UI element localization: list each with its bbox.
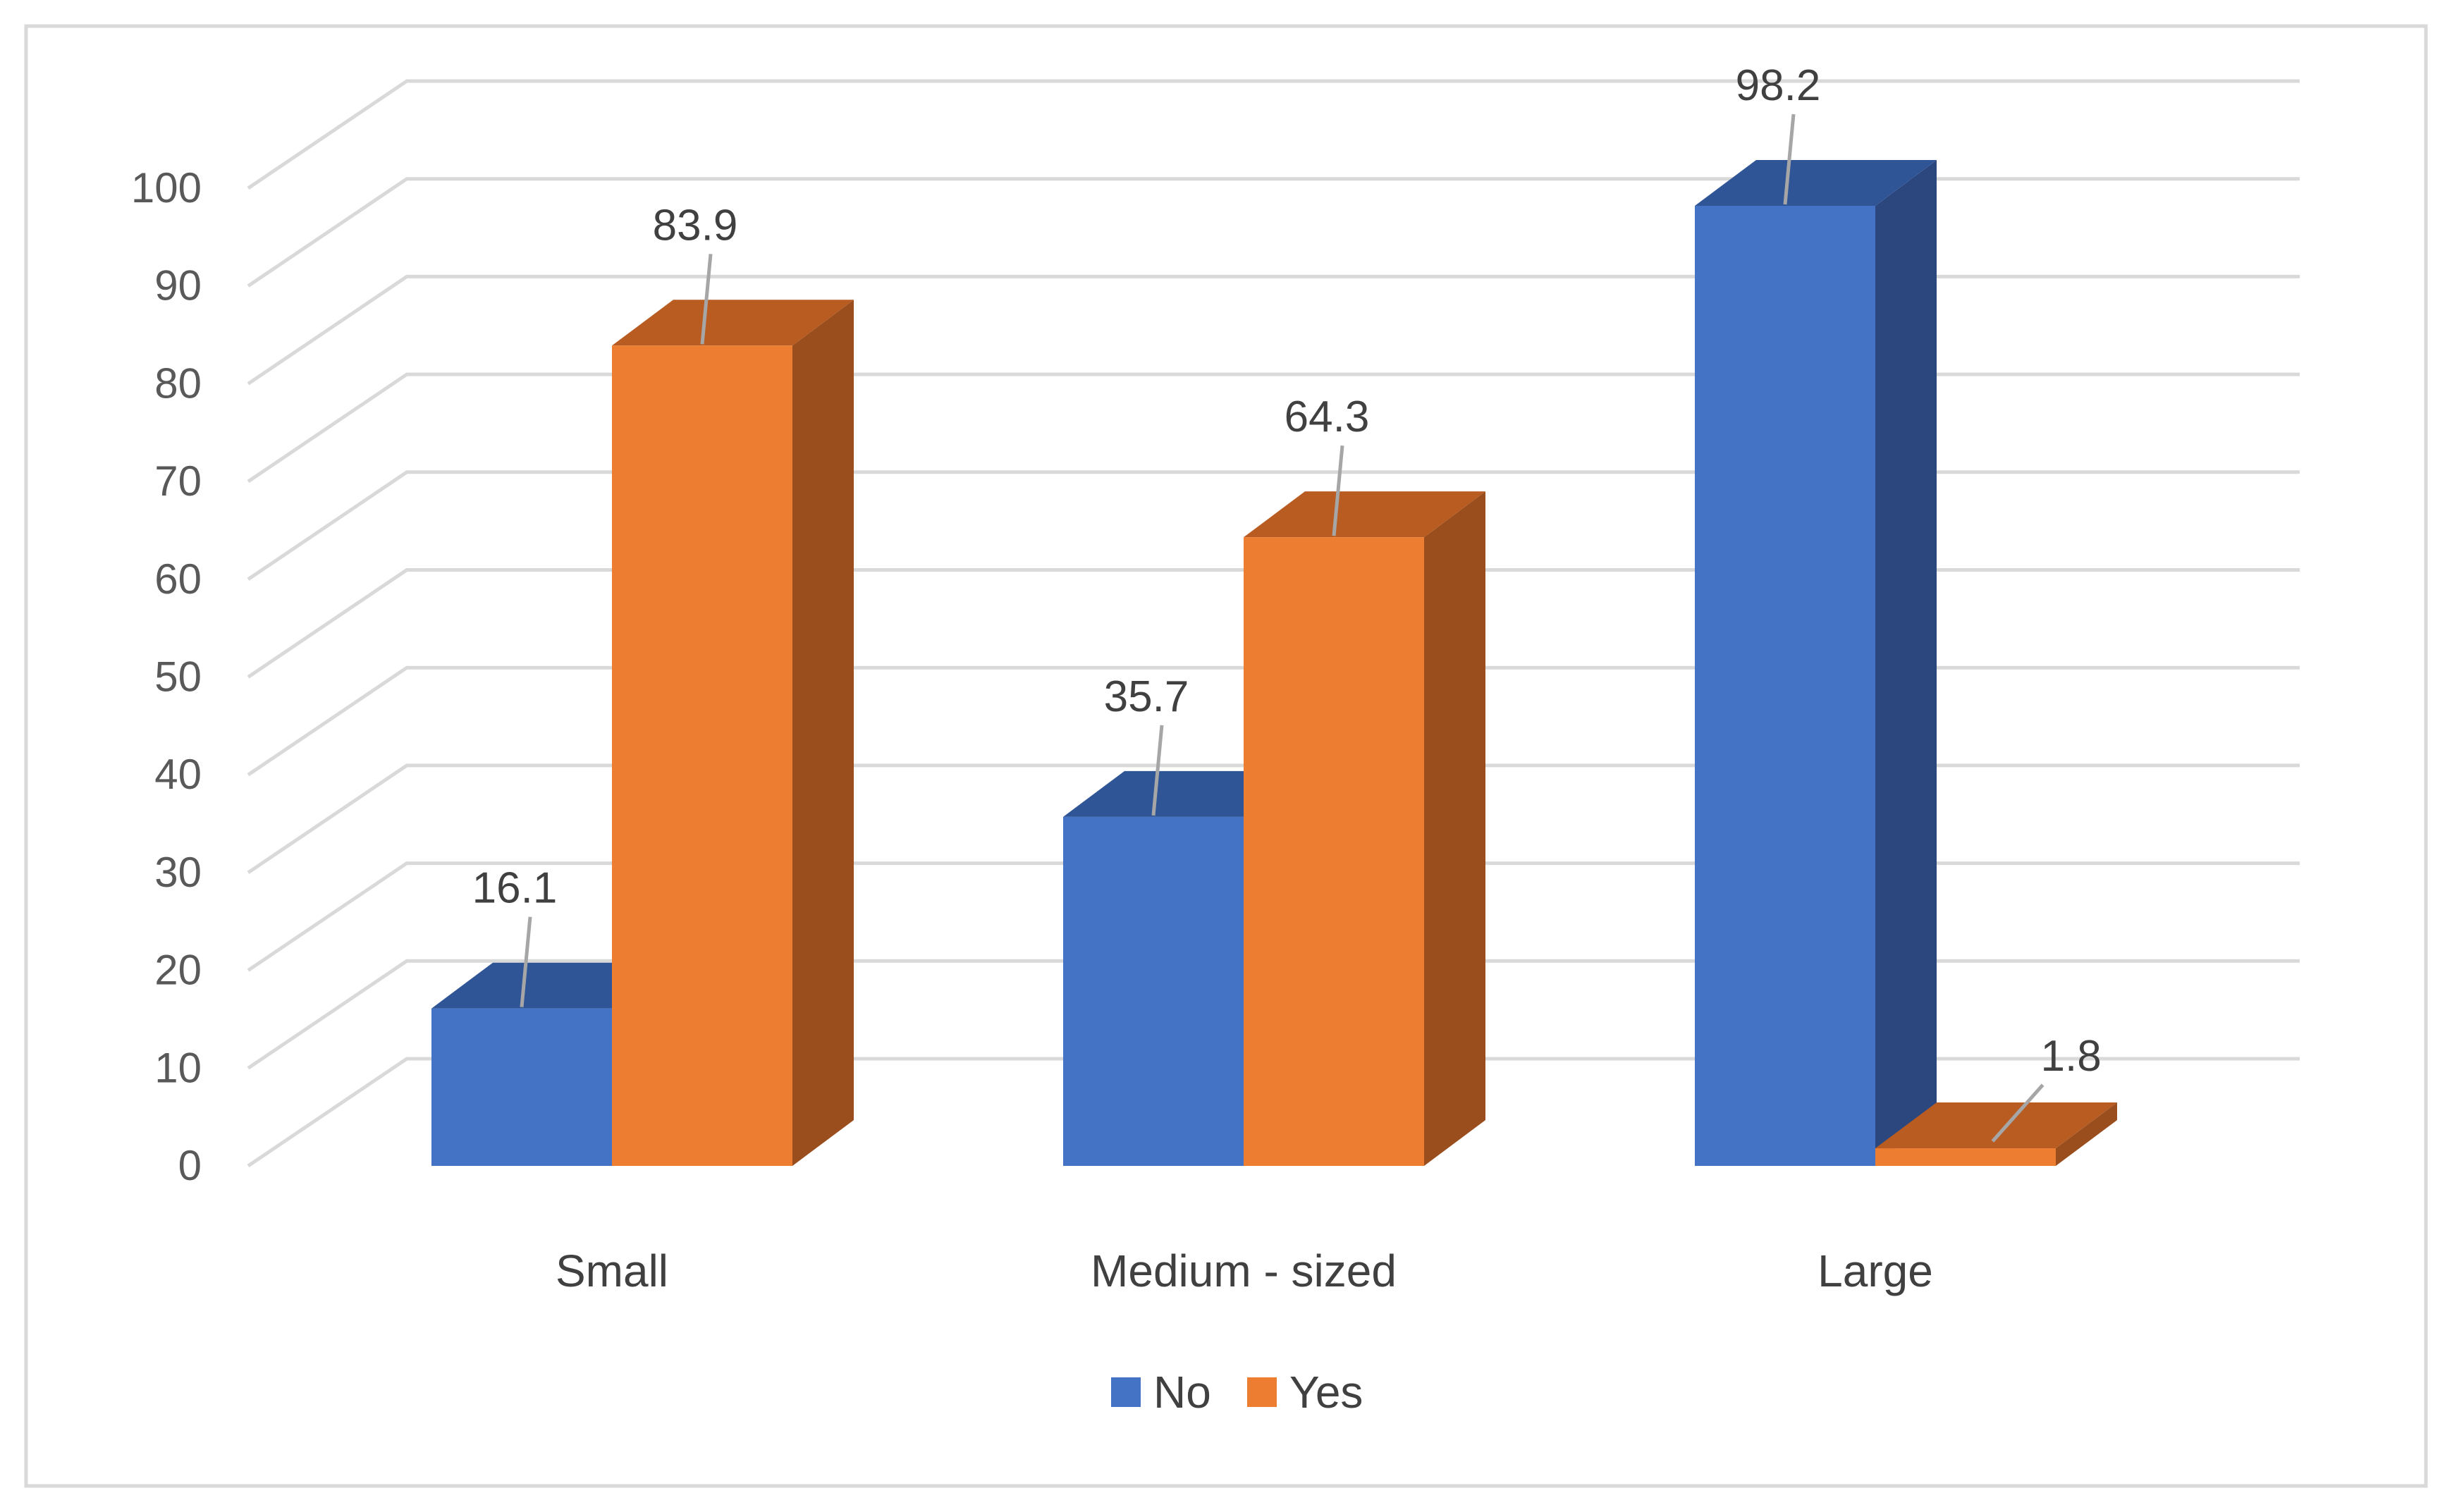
gridline-100: [247, 79, 2300, 190]
legend-item-yes[interactable]: Yes: [1247, 1367, 1363, 1418]
data-label-no-large: 98.2: [1736, 61, 1821, 110]
legend-swatch-yes: [1247, 1377, 1277, 1407]
chart-border: [24, 24, 2428, 1488]
x-axis-categories: Small Medium - sized Large: [556, 1246, 1933, 1296]
y-tick-label-30: 30: [154, 849, 202, 896]
gridline-90: [247, 177, 2300, 288]
y-tick-label-20: 20: [154, 947, 202, 994]
gridline-60: [247, 470, 2300, 581]
x-category-label-1: Medium - sized: [1091, 1246, 1397, 1296]
bar-front-yes-medium-sized: [1244, 537, 1424, 1166]
gridline-30: [247, 763, 2300, 874]
gridlines: [247, 79, 2300, 1168]
data-labels: 16.1 83.9 35.7 64.3 98.2 1.8: [472, 61, 2102, 1143]
data-label-yes-small: 83.9: [653, 201, 738, 250]
y-tick-label-100: 100: [131, 164, 202, 211]
bar-top-yes-large: [1875, 1102, 2117, 1149]
leader-line-no-large: [1783, 113, 1796, 205]
leader-line-no-small: [520, 916, 532, 1007]
y-tick-label-60: 60: [154, 555, 202, 603]
bar-top-no-large: [1695, 159, 1937, 206]
y-tick-label-70: 70: [154, 457, 202, 505]
data-label-no-medium-sized: 35.7: [1104, 672, 1189, 721]
bar-front-no-small: [431, 1008, 612, 1166]
leader-line-yes-medium-sized: [1332, 445, 1344, 536]
legend-label-yes: Yes: [1289, 1367, 1363, 1418]
bar-yes-large: [1875, 1102, 2117, 1166]
gridline-50: [247, 568, 2300, 679]
gridline-20: [247, 861, 2300, 972]
bar-no-large: [1695, 159, 1937, 1166]
y-tick-label-50: 50: [154, 653, 202, 701]
bar-yes-medium-sized: [1244, 491, 1485, 1166]
gridline-80: [247, 274, 2300, 386]
gridline-40: [247, 665, 2300, 777]
y-tick-label-90: 90: [154, 262, 202, 309]
y-tick-label-80: 80: [154, 359, 202, 407]
gridline-10: [247, 959, 2300, 1070]
gridline-0: [247, 1057, 2300, 1168]
y-tick-label-0: 0: [178, 1142, 202, 1189]
legend-item-no[interactable]: No: [1111, 1367, 1211, 1418]
bar-front-no-medium-sized: [1063, 816, 1244, 1166]
leader-line-no-medium-sized: [1151, 725, 1164, 816]
data-label-yes-large: 1.8: [2040, 1032, 2101, 1081]
data-label-yes-medium-sized: 64.3: [1285, 393, 1370, 441]
bar-side-yes-large: [2056, 1102, 2117, 1166]
bar-side-yes-medium-sized: [1424, 491, 1485, 1166]
bar-front-yes-large: [1875, 1148, 2056, 1166]
gridline-70: [247, 372, 2300, 484]
x-category-label-2: Large: [1817, 1246, 1933, 1296]
y-tick-label-40: 40: [154, 751, 202, 798]
bar-front-no-large: [1695, 205, 1875, 1166]
leader-line-yes-small: [700, 254, 713, 345]
leader-line-yes-large: [1991, 1083, 2045, 1143]
bar-yes-small: [612, 300, 854, 1166]
bar-top-yes-medium-sized: [1244, 491, 1485, 538]
legend-swatch-no: [1111, 1377, 1141, 1407]
bar-side-yes-small: [792, 300, 854, 1166]
x-category-label-0: Small: [556, 1246, 668, 1296]
y-axis-ticks: 0 10 20 30 40 50 60 70 80 90 100: [131, 164, 202, 1189]
legend: No Yes: [1111, 1367, 1363, 1418]
bar-side-no-large: [1875, 159, 1937, 1166]
bar-top-yes-small: [612, 300, 854, 346]
data-label-no-small: 16.1: [472, 864, 558, 913]
y-tick-label-10: 10: [154, 1044, 202, 1091]
bars: [431, 159, 2117, 1166]
bar-front-yes-small: [612, 345, 792, 1166]
legend-label-no: No: [1153, 1367, 1211, 1418]
